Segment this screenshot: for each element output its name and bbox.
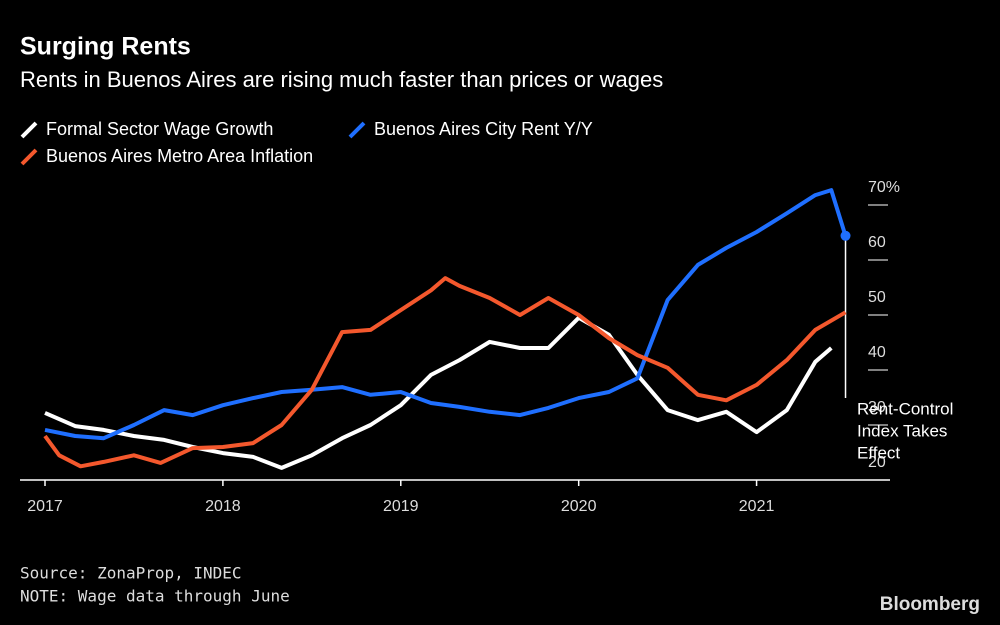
annotation-text: Index Takes [857,421,947,440]
x-tick-label: 2019 [383,498,419,515]
series-line [44,188,848,441]
y-tick-label: 70% [868,179,900,196]
series-line [44,315,833,470]
y-tick-label: 30 [868,399,886,416]
y-tick-label: 50 [868,289,886,306]
legend-label: Buenos Aires Metro Area Inflation [46,146,313,166]
legend-swatch [348,121,366,139]
legend-label: Formal Sector Wage Growth [46,119,273,139]
legend-swatch [20,121,38,139]
x-tick-label: 2021 [739,498,775,515]
x-tick-label: 2018 [205,498,241,515]
annotation-text: Effect [857,443,900,462]
chart-title: Surging Rents [20,33,191,61]
x-tick-label: 2020 [561,498,597,515]
credit: Bloomberg [880,594,980,615]
chart-subtitle: Rents in Buenos Aires are rising much fa… [20,67,663,92]
annotation-text: Rent-Control [857,399,953,418]
end-point [840,230,851,241]
note: NOTE: Wage data through June [20,587,290,606]
legend-swatch [20,148,38,166]
x-tick-label: 2017 [27,498,63,515]
legend-label: Buenos Aires City Rent Y/Y [374,119,593,139]
series-line [43,276,847,469]
y-tick-label: 60 [868,234,886,251]
y-tick-label: 20 [868,454,886,471]
y-tick-label: 40 [868,344,886,361]
source: Source: ZonaProp, INDEC [20,564,242,583]
